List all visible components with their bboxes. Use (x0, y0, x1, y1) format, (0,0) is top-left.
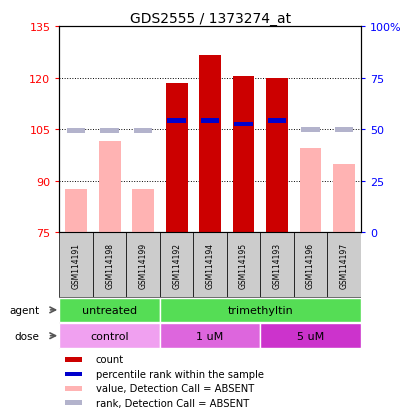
Text: GSM114196: GSM114196 (306, 242, 314, 289)
Text: percentile rank within the sample: percentile rank within the sample (95, 369, 263, 379)
Bar (65, 372, 82, 376)
Bar (65, 190, 87, 233)
Text: GSM114191: GSM114191 (72, 242, 81, 288)
Bar (301, 128, 319, 133)
Text: GSM114199: GSM114199 (138, 242, 147, 289)
Bar (267, 119, 285, 123)
Bar (59, 298, 160, 323)
Text: GSM114198: GSM114198 (105, 242, 114, 288)
Bar (326, 233, 360, 297)
Bar (226, 233, 260, 297)
Text: dose: dose (14, 331, 39, 341)
Text: untreated: untreated (82, 305, 137, 315)
Bar (134, 129, 152, 134)
Text: agent: agent (9, 305, 39, 315)
Bar (265, 78, 287, 233)
Bar (65, 357, 82, 362)
Text: 1 uM: 1 uM (196, 331, 223, 341)
Bar (59, 323, 160, 348)
Text: GSM114197: GSM114197 (339, 242, 348, 289)
Bar (132, 190, 154, 233)
Bar (193, 233, 226, 297)
Text: value, Detection Call = ABSENT: value, Detection Call = ABSENT (95, 383, 253, 394)
Bar (333, 164, 354, 233)
Text: GSM114193: GSM114193 (272, 242, 281, 289)
Bar (126, 233, 160, 297)
Text: count: count (95, 355, 124, 365)
Bar (234, 122, 252, 127)
Text: rank, Detection Call = ABSENT: rank, Detection Call = ABSENT (95, 398, 248, 408)
Bar (65, 401, 82, 405)
Text: GSM114195: GSM114195 (238, 242, 247, 289)
Bar (299, 149, 321, 233)
Bar (165, 83, 187, 233)
Text: 5 uM: 5 uM (296, 331, 324, 341)
Bar (260, 323, 360, 348)
Bar (199, 56, 220, 233)
Text: GSM114194: GSM114194 (205, 242, 214, 289)
Bar (200, 119, 219, 123)
Bar (100, 128, 119, 133)
Bar (293, 233, 326, 297)
Bar (160, 323, 260, 348)
Text: trimethyltin: trimethyltin (227, 305, 292, 315)
Bar (160, 233, 193, 297)
Bar (59, 233, 93, 297)
Bar (99, 142, 120, 233)
Bar (167, 119, 185, 123)
Bar (232, 77, 254, 233)
Bar (160, 298, 360, 323)
Text: control: control (90, 331, 129, 341)
Title: GDS2555 / 1373274_at: GDS2555 / 1373274_at (129, 12, 290, 26)
Bar (65, 386, 82, 391)
Bar (67, 128, 85, 133)
Bar (93, 233, 126, 297)
Text: GSM114192: GSM114192 (172, 242, 181, 288)
Bar (260, 233, 293, 297)
Bar (334, 128, 353, 133)
